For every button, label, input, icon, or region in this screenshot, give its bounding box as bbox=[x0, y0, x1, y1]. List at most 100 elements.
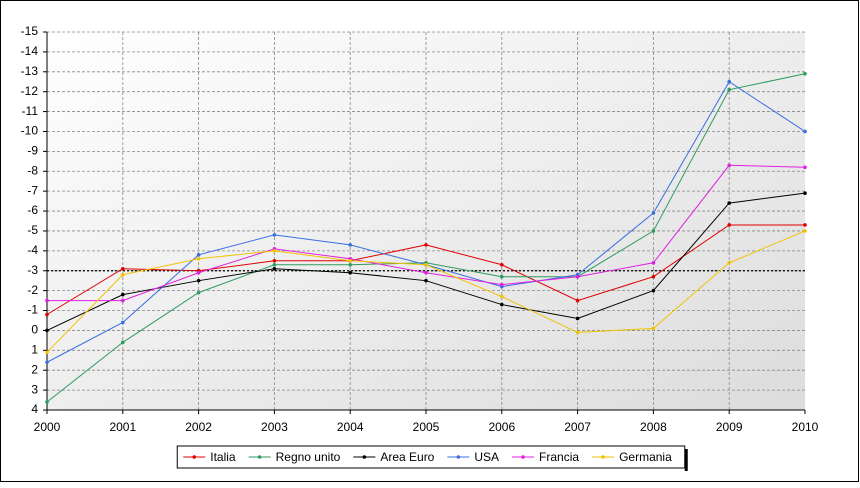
y-tick-label: -10 bbox=[21, 124, 39, 138]
legend-label: Regno unito bbox=[276, 450, 341, 464]
point bbox=[272, 258, 277, 263]
y-tick-label: -14 bbox=[21, 44, 39, 58]
point bbox=[803, 223, 807, 227]
x-tick-label: 2002 bbox=[185, 420, 212, 434]
point bbox=[45, 360, 49, 365]
point bbox=[348, 258, 353, 263]
y-tick-label: -4 bbox=[27, 243, 38, 257]
point bbox=[272, 262, 277, 267]
point bbox=[803, 129, 807, 134]
point bbox=[272, 249, 277, 253]
point bbox=[348, 270, 353, 275]
y-tick-label: -2 bbox=[27, 283, 38, 297]
legend-label: Francia bbox=[539, 450, 579, 464]
y-tick-label: -6 bbox=[27, 203, 38, 217]
point bbox=[500, 262, 504, 267]
point bbox=[424, 243, 428, 247]
point bbox=[121, 320, 125, 325]
x-tick-label: 2006 bbox=[488, 420, 515, 434]
point bbox=[727, 260, 731, 265]
x-tick-label: 2010 bbox=[792, 420, 819, 434]
point bbox=[651, 260, 656, 265]
x-tick-label: 2009 bbox=[716, 420, 743, 434]
point bbox=[727, 79, 731, 84]
point bbox=[575, 298, 580, 303]
point bbox=[575, 316, 580, 321]
point bbox=[727, 201, 731, 205]
x-tick-label: 2007 bbox=[564, 420, 591, 434]
point bbox=[651, 326, 656, 331]
point bbox=[575, 330, 580, 335]
y-tick-label: -8 bbox=[27, 163, 38, 177]
point bbox=[803, 165, 807, 170]
y-tick-label: 1 bbox=[31, 342, 38, 356]
legend-label: Area Euro bbox=[380, 450, 434, 464]
point bbox=[500, 294, 504, 299]
point bbox=[196, 257, 201, 261]
point bbox=[424, 278, 428, 283]
legend-swatch-dot bbox=[601, 455, 605, 459]
legend-swatch-dot bbox=[362, 455, 367, 459]
point bbox=[500, 282, 504, 287]
point bbox=[45, 400, 49, 404]
point bbox=[803, 71, 807, 76]
point bbox=[196, 278, 201, 283]
point bbox=[45, 350, 49, 355]
y-tick-label: -7 bbox=[27, 183, 38, 197]
point bbox=[651, 274, 656, 279]
legend-label: Italia bbox=[210, 450, 236, 464]
y-tick-label: 4 bbox=[31, 402, 38, 416]
y-tick-label: -9 bbox=[27, 144, 38, 158]
x-tick-label: 2003 bbox=[261, 420, 288, 434]
point bbox=[651, 211, 656, 215]
point bbox=[121, 272, 125, 277]
y-tick-label: -13 bbox=[21, 64, 39, 78]
point bbox=[272, 233, 277, 237]
x-tick-label: 2001 bbox=[109, 420, 136, 434]
y-tick-label: 0 bbox=[31, 323, 38, 337]
y-tick-label: -3 bbox=[27, 263, 38, 277]
point bbox=[575, 274, 580, 279]
legend-label: USA bbox=[474, 450, 499, 464]
point bbox=[121, 266, 125, 271]
y-tick-label: -12 bbox=[21, 84, 39, 98]
legend-swatch-dot bbox=[521, 455, 525, 459]
y-tick-label: 3 bbox=[31, 382, 38, 396]
y-tick-label: -11 bbox=[22, 104, 39, 118]
point bbox=[121, 340, 125, 345]
x-tick-label: 2000 bbox=[34, 420, 61, 434]
point bbox=[803, 191, 807, 195]
point bbox=[196, 270, 201, 275]
legend-swatch-dot bbox=[257, 455, 262, 459]
point bbox=[803, 229, 807, 233]
legend-shadow bbox=[684, 449, 688, 471]
point bbox=[500, 274, 504, 279]
point bbox=[45, 328, 49, 333]
x-tick-label: 2004 bbox=[337, 420, 364, 434]
legend-label: Germania bbox=[619, 450, 672, 464]
y-tick-label: -1 bbox=[27, 303, 38, 317]
point bbox=[500, 302, 504, 307]
point bbox=[727, 223, 731, 227]
point bbox=[196, 290, 201, 295]
point bbox=[651, 229, 656, 233]
x-tick-label: 2008 bbox=[640, 420, 667, 434]
point bbox=[727, 163, 731, 168]
point bbox=[45, 312, 49, 317]
point bbox=[651, 288, 656, 293]
point bbox=[424, 270, 428, 275]
legend-swatch-dot bbox=[456, 455, 461, 459]
y-tick-label: -15 bbox=[21, 24, 39, 38]
point bbox=[121, 292, 125, 297]
legend-swatch-dot bbox=[192, 455, 197, 459]
point bbox=[272, 266, 277, 271]
y-tick-label: -5 bbox=[27, 223, 38, 237]
point bbox=[424, 262, 428, 267]
point bbox=[727, 87, 731, 92]
point bbox=[348, 262, 353, 267]
point bbox=[121, 298, 125, 303]
point bbox=[45, 298, 49, 303]
y-tick-label: 2 bbox=[31, 362, 38, 376]
point bbox=[196, 253, 201, 257]
